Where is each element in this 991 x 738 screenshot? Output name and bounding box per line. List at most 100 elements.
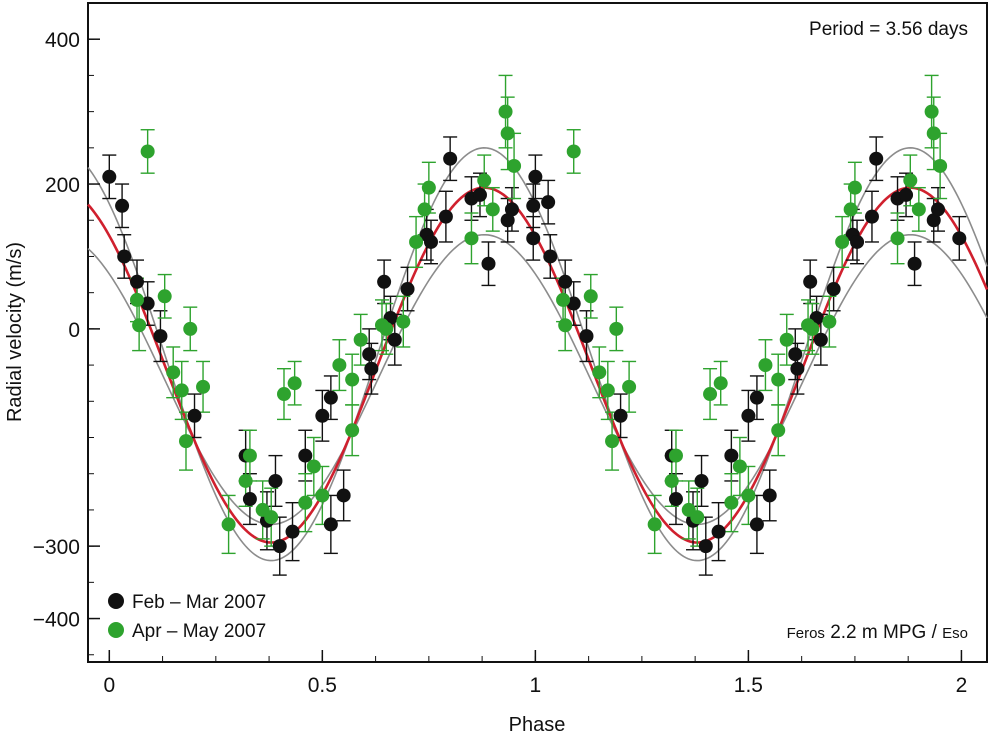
data-point-apr (345, 372, 360, 387)
data-point-apr (464, 231, 479, 246)
legend-marker-feb (108, 593, 124, 609)
data-point-feb (285, 524, 300, 539)
data-point-apr (605, 434, 620, 449)
data-point-apr (758, 358, 773, 373)
data-point-feb (749, 390, 764, 405)
data-point-apr (558, 318, 573, 333)
data-point-feb (741, 408, 756, 423)
data-point-apr (379, 321, 394, 336)
data-point-feb (187, 408, 202, 423)
data-point-feb (387, 332, 402, 347)
data-point-feb (481, 256, 496, 271)
data-point-apr (500, 126, 515, 141)
data-point-apr (622, 379, 637, 394)
x-tick-label: 0.5 (308, 674, 337, 697)
data-point-feb (423, 234, 438, 249)
data-point-feb (268, 473, 283, 488)
data-point-apr (196, 379, 211, 394)
data-point-apr (166, 365, 181, 380)
data-point-feb (813, 332, 828, 347)
data-point-apr (822, 314, 837, 329)
data-point-feb (438, 209, 453, 224)
data-point-feb (129, 274, 144, 289)
data-point-apr (566, 144, 581, 159)
data-point-feb (952, 231, 967, 246)
data-point-apr (713, 376, 728, 391)
data-point-apr (238, 473, 253, 488)
data-point-apr (741, 488, 756, 503)
data-point-feb (526, 231, 541, 246)
data-point-apr (178, 434, 193, 449)
data-point-feb (790, 361, 805, 376)
instrument-name: Feros (787, 625, 825, 642)
legend-marker-apr (108, 622, 124, 638)
data-point-feb (140, 296, 155, 311)
data-point-feb (500, 213, 515, 228)
data-point-feb (526, 198, 541, 213)
legend-label-apr: Apr – May 2007 (132, 621, 266, 642)
data-point-apr (556, 292, 571, 307)
data-point-apr (583, 289, 598, 304)
data-point-apr (276, 387, 291, 402)
legend-label-feb: Feb – Mar 2007 (132, 592, 266, 613)
data-point-feb (694, 473, 709, 488)
plot-frame (87, 2, 988, 663)
data-point-apr (287, 376, 302, 391)
data-point-apr (805, 321, 820, 336)
data-point-feb (504, 202, 519, 217)
data-point-feb (869, 151, 884, 166)
data-point-feb (850, 234, 865, 249)
data-point-apr (298, 495, 313, 510)
data-point-feb (558, 274, 573, 289)
data-point-feb (762, 488, 777, 503)
data-point-apr (609, 321, 624, 336)
data-point-feb (788, 347, 803, 362)
data-point-apr (926, 126, 941, 141)
data-point-feb (336, 488, 351, 503)
data-point-apr (140, 144, 155, 159)
data-point-apr (498, 104, 513, 119)
data-point-feb (323, 390, 338, 405)
y-tick-label: −300 (33, 536, 80, 559)
data-point-feb (749, 517, 764, 532)
data-point-apr (477, 173, 492, 188)
data-point-feb (899, 187, 914, 202)
data-point-feb (377, 274, 392, 289)
data-point-feb (117, 249, 132, 264)
data-point-apr (174, 383, 189, 398)
data-point-apr (903, 173, 918, 188)
data-point-apr (507, 158, 522, 173)
data-point-apr (485, 202, 500, 217)
data-point-apr (417, 202, 432, 217)
data-point-apr (264, 510, 279, 525)
data-point-feb (698, 539, 713, 554)
data-point-feb (826, 282, 841, 297)
y-tick-label: 400 (45, 29, 80, 52)
data-point-feb (242, 492, 257, 507)
data-point-apr (924, 104, 939, 119)
data-point-apr (771, 423, 786, 438)
data-point-apr (332, 358, 347, 373)
data-point-apr (732, 459, 747, 474)
instrument-telescope: 2.2 m MPG / (825, 622, 942, 643)
data-point-feb (323, 517, 338, 532)
data-point-feb (272, 539, 287, 554)
data-point-apr (221, 517, 236, 532)
data-point-feb (102, 169, 117, 184)
data-point-feb (613, 408, 628, 423)
x-axis-title: Phase (509, 714, 566, 736)
data-point-feb (315, 408, 330, 423)
data-point-feb (364, 361, 379, 376)
data-point-apr (353, 332, 368, 347)
data-point-feb (724, 448, 739, 463)
data-point-apr (690, 510, 705, 525)
data-point-apr (843, 202, 858, 217)
data-point-feb (115, 198, 130, 213)
data-point-feb (362, 347, 377, 362)
y-tick-label: 200 (45, 174, 80, 197)
data-points (102, 104, 967, 554)
data-point-apr (315, 488, 330, 503)
y-tick-label: 0 (68, 319, 80, 342)
data-point-apr (933, 158, 948, 173)
